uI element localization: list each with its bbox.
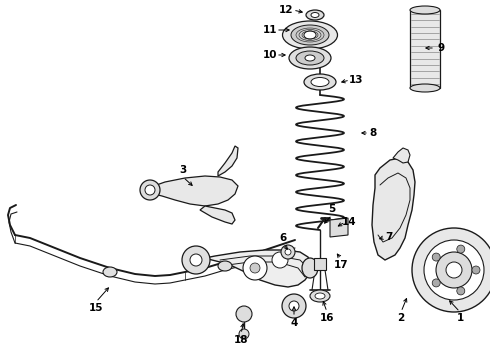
Text: 2: 2 bbox=[397, 313, 405, 323]
Ellipse shape bbox=[304, 31, 316, 39]
Text: 17: 17 bbox=[334, 260, 348, 270]
Circle shape bbox=[472, 266, 480, 274]
Ellipse shape bbox=[283, 21, 338, 49]
Circle shape bbox=[424, 240, 484, 300]
Circle shape bbox=[190, 254, 202, 266]
Text: 7: 7 bbox=[385, 232, 392, 242]
Circle shape bbox=[412, 228, 490, 312]
Polygon shape bbox=[372, 158, 415, 260]
Circle shape bbox=[182, 246, 210, 274]
Text: 1: 1 bbox=[456, 313, 464, 323]
Text: 5: 5 bbox=[328, 204, 336, 214]
Ellipse shape bbox=[291, 25, 329, 45]
Text: 15: 15 bbox=[89, 303, 103, 313]
Text: 18: 18 bbox=[234, 335, 248, 345]
Ellipse shape bbox=[302, 258, 318, 278]
Text: 11: 11 bbox=[263, 25, 277, 35]
Circle shape bbox=[145, 185, 155, 195]
Ellipse shape bbox=[305, 55, 315, 61]
Circle shape bbox=[140, 180, 160, 200]
Text: 12: 12 bbox=[279, 5, 293, 15]
Polygon shape bbox=[218, 146, 238, 176]
Ellipse shape bbox=[103, 267, 117, 277]
Polygon shape bbox=[200, 206, 235, 224]
Circle shape bbox=[239, 329, 249, 339]
Circle shape bbox=[432, 253, 440, 261]
Text: 9: 9 bbox=[438, 43, 444, 53]
Ellipse shape bbox=[315, 293, 325, 299]
Ellipse shape bbox=[410, 84, 440, 92]
Polygon shape bbox=[195, 250, 312, 287]
Circle shape bbox=[432, 279, 440, 287]
Text: 3: 3 bbox=[179, 165, 187, 175]
Circle shape bbox=[289, 301, 299, 311]
Ellipse shape bbox=[289, 47, 331, 69]
Ellipse shape bbox=[311, 13, 319, 18]
Ellipse shape bbox=[304, 74, 336, 90]
Polygon shape bbox=[410, 10, 440, 88]
Polygon shape bbox=[314, 258, 326, 270]
Circle shape bbox=[436, 252, 472, 288]
Text: 6: 6 bbox=[279, 233, 287, 243]
Circle shape bbox=[282, 294, 306, 318]
Ellipse shape bbox=[310, 290, 330, 302]
Text: 4: 4 bbox=[290, 318, 298, 328]
Polygon shape bbox=[148, 176, 238, 206]
Ellipse shape bbox=[410, 6, 440, 14]
Ellipse shape bbox=[306, 10, 324, 20]
Text: 8: 8 bbox=[369, 128, 377, 138]
Circle shape bbox=[272, 252, 288, 268]
Polygon shape bbox=[393, 148, 410, 163]
Text: 10: 10 bbox=[263, 50, 277, 60]
Circle shape bbox=[457, 287, 465, 295]
Circle shape bbox=[285, 249, 291, 255]
Polygon shape bbox=[330, 218, 348, 237]
Ellipse shape bbox=[218, 261, 232, 271]
Circle shape bbox=[250, 263, 260, 273]
Text: 16: 16 bbox=[320, 313, 334, 323]
Circle shape bbox=[281, 245, 295, 259]
Circle shape bbox=[243, 256, 267, 280]
Circle shape bbox=[446, 262, 462, 278]
Text: 13: 13 bbox=[349, 75, 363, 85]
Circle shape bbox=[457, 245, 465, 253]
Ellipse shape bbox=[296, 51, 324, 65]
Circle shape bbox=[236, 306, 252, 322]
Ellipse shape bbox=[311, 77, 329, 86]
Text: 14: 14 bbox=[342, 217, 356, 227]
